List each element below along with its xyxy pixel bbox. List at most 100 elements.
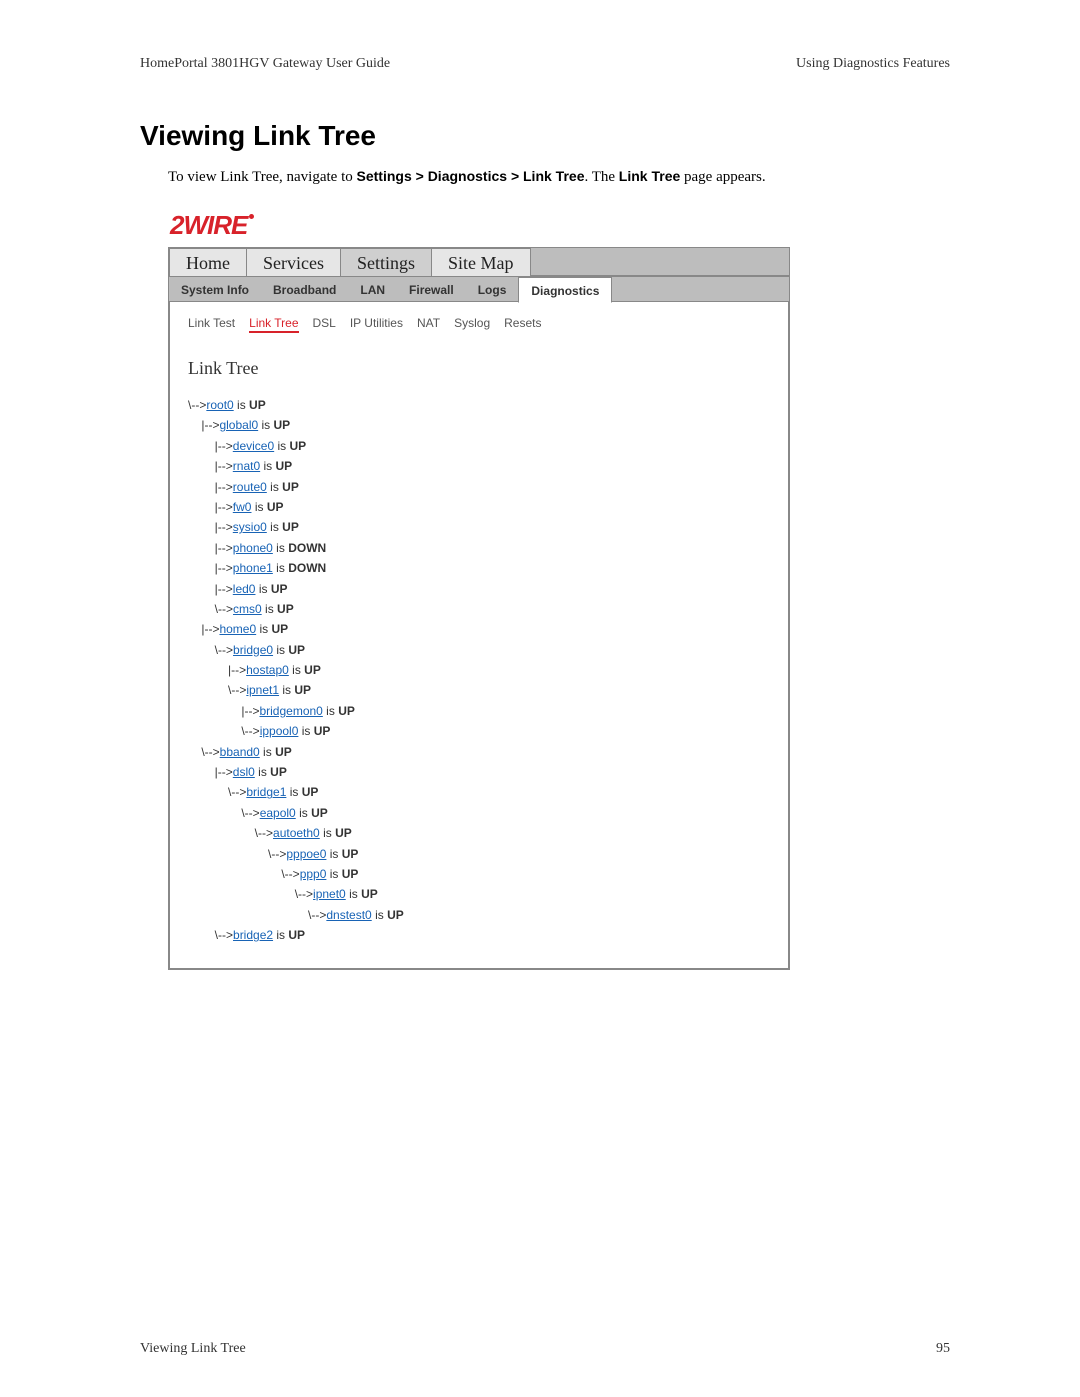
intro-middle: . The	[584, 169, 618, 185]
tertiary-tab-ip-utilities[interactable]: IP Utilities	[350, 316, 403, 330]
sub-tab-lan[interactable]: LAN	[348, 277, 397, 302]
tree-link-bridge1[interactable]: bridge1	[246, 785, 286, 799]
tree-status: UP	[311, 806, 328, 820]
tree-node-bridge0: \-->bridge0 is UP	[188, 640, 770, 660]
tree-link-dnstest0[interactable]: dnstest0	[326, 908, 371, 922]
tree-link-sysio0[interactable]: sysio0	[233, 520, 267, 534]
tab-spacer	[531, 248, 790, 276]
tree-node-bband0: \-->bband0 is UP	[188, 742, 770, 762]
tree-link-ippool0[interactable]: ippool0	[260, 724, 299, 738]
brand-logo: 2WIRE	[170, 210, 790, 241]
app-window: HomeServicesSettingsSite Map System Info…	[168, 247, 790, 970]
tree-node-bridge1: \-->bridge1 is UP	[188, 782, 770, 802]
main-tab-services[interactable]: Services	[247, 248, 341, 276]
tree-link-ipnet1[interactable]: ipnet1	[246, 683, 279, 697]
tree-branch-icon: |-->	[188, 439, 233, 453]
sub-tab-logs[interactable]: Logs	[466, 277, 519, 302]
tree-node-ipnet1: \-->ipnet1 is UP	[188, 680, 770, 700]
tree-branch-icon: \-->	[188, 724, 260, 738]
tree-branch-icon: \-->	[188, 398, 206, 412]
tree-node-ppp0: \-->ppp0 is UP	[188, 864, 770, 884]
tree-branch-icon: \-->	[188, 602, 233, 616]
tree-status: DOWN	[288, 541, 326, 555]
tree-node-route0: |-->route0 is UP	[188, 477, 770, 497]
tree-link-global0[interactable]: global0	[219, 418, 258, 432]
tree-status: UP	[249, 398, 266, 412]
tree-status: UP	[272, 622, 289, 636]
tree-branch-icon: |-->	[188, 500, 233, 514]
tertiary-tab-link-tree[interactable]: Link Tree	[249, 316, 298, 333]
main-tab-settings[interactable]: Settings	[341, 248, 432, 276]
tree-branch-icon: |-->	[188, 561, 233, 575]
tertiary-tab-syslog[interactable]: Syslog	[454, 316, 490, 330]
tree-link-bridgemon0[interactable]: bridgemon0	[259, 704, 322, 718]
tree-node-hostap0: |-->hostap0 is UP	[188, 660, 770, 680]
sub-tab-system-info[interactable]: System Info	[169, 277, 261, 302]
tree-link-fw0[interactable]: fw0	[233, 500, 252, 514]
tree-link-bridge0[interactable]: bridge0	[233, 643, 273, 657]
main-tab-site-map[interactable]: Site Map	[432, 248, 531, 276]
header-right: Using Diagnostics Features	[796, 56, 950, 72]
tree-branch-icon: \-->	[188, 928, 233, 942]
tree-node-fw0: |-->fw0 is UP	[188, 497, 770, 517]
tertiary-tab-link-test[interactable]: Link Test	[188, 316, 235, 330]
tree-branch-icon: |-->	[188, 480, 233, 494]
tree-node-dsl0: |-->dsl0 is UP	[188, 762, 770, 782]
tree-status: UP	[342, 847, 359, 861]
tree-status: UP	[282, 480, 299, 494]
header-left: HomePortal 3801HGV Gateway User Guide	[140, 56, 390, 72]
tree-link-eapol0[interactable]: eapol0	[260, 806, 296, 820]
main-tab-bar: HomeServicesSettingsSite Map	[169, 248, 789, 276]
intro-prefix: To view Link Tree, navigate to	[168, 169, 357, 185]
tree-node-device0: |-->device0 is UP	[188, 436, 770, 456]
tree-link-pppoe0[interactable]: pppoe0	[286, 847, 326, 861]
tertiary-tab-nat[interactable]: NAT	[417, 316, 440, 330]
tree-branch-icon: \-->	[188, 826, 273, 840]
sub-tab-diagnostics[interactable]: Diagnostics	[518, 277, 612, 303]
page-footer: Viewing Link Tree 95	[140, 1341, 950, 1357]
tree-node-bridge2: \-->bridge2 is UP	[188, 925, 770, 945]
sub-tab-bar: System InfoBroadbandLANFirewallLogsDiagn…	[169, 276, 789, 302]
tree-branch-icon: \-->	[188, 806, 260, 820]
tree-status: UP	[275, 745, 292, 759]
link-tree: \-->root0 is UP |-->global0 is UP |-->de…	[188, 395, 770, 946]
intro-path: Settings > Diagnostics > Link Tree	[357, 168, 585, 184]
tree-status: UP	[277, 602, 294, 616]
tree-link-autoeth0[interactable]: autoeth0	[273, 826, 320, 840]
sub-tab-firewall[interactable]: Firewall	[397, 277, 466, 302]
tree-branch-icon: |-->	[188, 459, 233, 473]
tree-link-home0[interactable]: home0	[219, 622, 256, 636]
top-header: HomePortal 3801HGV Gateway User Guide Us…	[140, 56, 950, 72]
tree-link-rnat0[interactable]: rnat0	[233, 459, 260, 473]
tree-node-phone0: |-->phone0 is DOWN	[188, 538, 770, 558]
tree-branch-icon: \-->	[188, 847, 286, 861]
panel-title: Link Tree	[188, 358, 770, 379]
sub-tab-broadband[interactable]: Broadband	[261, 277, 348, 302]
tree-status: UP	[274, 418, 291, 432]
tree-link-ppp0[interactable]: ppp0	[300, 867, 327, 881]
tree-link-bband0[interactable]: bband0	[220, 745, 260, 759]
tree-link-phone0[interactable]: phone0	[233, 541, 273, 555]
tree-link-cms0[interactable]: cms0	[233, 602, 262, 616]
tree-node-dnstest0: \-->dnstest0 is UP	[188, 905, 770, 925]
tree-link-phone1[interactable]: phone1	[233, 561, 273, 575]
tree-link-hostap0[interactable]: hostap0	[246, 663, 289, 677]
tree-status: UP	[276, 459, 293, 473]
tree-branch-icon: \-->	[188, 683, 246, 697]
tree-node-rnat0: |-->rnat0 is UP	[188, 456, 770, 476]
tertiary-tab-resets[interactable]: Resets	[504, 316, 541, 330]
tree-branch-icon: \-->	[188, 908, 326, 922]
embedded-screenshot: 2WIRE HomeServicesSettingsSite Map Syste…	[168, 210, 790, 970]
tree-link-bridge2[interactable]: bridge2	[233, 928, 273, 942]
tree-link-ipnet0[interactable]: ipnet0	[313, 887, 346, 901]
tree-status: DOWN	[288, 561, 326, 575]
tree-status: UP	[270, 765, 287, 779]
main-tab-home[interactable]: Home	[169, 248, 247, 276]
tree-link-led0[interactable]: led0	[233, 582, 256, 596]
tree-link-dsl0[interactable]: dsl0	[233, 765, 255, 779]
tree-link-route0[interactable]: route0	[233, 480, 267, 494]
tertiary-tab-dsl[interactable]: DSL	[313, 316, 336, 330]
tree-link-root0[interactable]: root0	[206, 398, 233, 412]
brand-logo-dot-icon	[249, 214, 254, 219]
tree-link-device0[interactable]: device0	[233, 439, 274, 453]
